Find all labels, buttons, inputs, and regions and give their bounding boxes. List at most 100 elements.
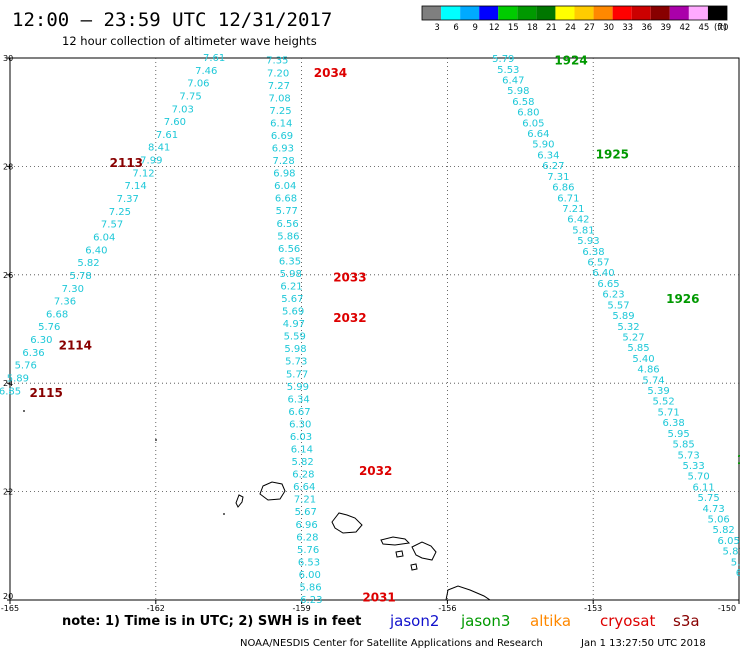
footer-note: note: 1) Time is in UTC; 2) SWH is in fe… [62,614,361,629]
wave-height-value: 5.93 [577,236,599,247]
wave-height-value: 5.06 [708,514,730,525]
lat-tick-label: 26 [3,271,13,280]
wave-height-value: 5.86 [299,582,321,593]
wave-height-value: 6.28 [296,532,318,543]
legend-tick-label: 21 [546,23,557,33]
wave-height-value: 7.21 [562,204,584,215]
lat-tick-label: 28 [3,162,13,171]
wave-height-value: 5.33 [682,461,704,472]
wave-height-value: 7.61 [203,53,225,64]
legend-swatch [574,6,594,20]
wave-height-color-legend: 3 6 9 12 15 18 21 24 27 30 33 36 39 42 45 70 [421,5,729,33]
page-title: 12:00 – 23:59 UTC 12/31/2017 [12,9,332,31]
lat-tick-label: 24 [3,379,13,388]
wave-height-value: 5.67 [281,294,303,305]
wave-height-value: 5.67 [295,507,317,518]
wave-height-value: 6.68 [275,194,297,205]
wave-height-value: 7.99 [140,156,162,167]
legend-swatch [669,6,689,20]
map-panel: -165 -162 -159 -156 -153 -150 30 28 26 24 22 20 7.6… [0,53,740,613]
legend-tick-label: 18 [527,23,538,33]
wave-height-value: 7.28 [272,156,294,167]
wave-height-value: 5.39 [647,386,669,397]
mission-legend-jason2: jason2 [389,612,439,630]
wave-height-value: 6.40 [592,268,614,279]
pass-time-label: 2034 [314,66,347,80]
legend-tick-label: 12 [489,23,500,33]
wave-height-value: 5.77 [276,206,298,217]
lon-tick-label: -162 [147,604,165,613]
wave-height-value: 6.57 [587,258,609,269]
wave-height-value: 6.80 [517,108,539,119]
island-niihau [235,494,244,508]
pass-time-label: 1925 [596,147,629,161]
wave-height-value: 5.75 [698,493,720,504]
mission-legend-cryosat: cryosat [600,612,655,630]
footer-timestamp: Jan 1 13:27:50 UTC 2018 [580,638,706,649]
wave-height-value: 7.14 [124,181,146,192]
wave-height-value: 5.74 [642,375,664,386]
pass-time-label: 192 [737,453,740,467]
wave-height-value: 7.03 [172,104,194,115]
wave-height-value: 6.34 [537,150,559,161]
wave-height-value: 6.47 [502,75,524,86]
wave-height-value: 6.67 [288,407,310,418]
legend-tick-label: 70 [718,23,729,33]
wave-height-value: 4.73 [703,504,725,515]
pass-time-label: 2033 [333,271,366,285]
wave-height-value: 7.60 [164,117,186,128]
wave-height-value: 5.77 [286,369,308,380]
wave-height-value: 5.3 [731,557,740,568]
wave-height-value: 5.89 [612,311,634,322]
wave-height-value: 6.4 [736,568,740,579]
wave-height-value: 6.64 [527,129,549,140]
wave-height-value: 7.57 [101,220,123,231]
page-subtitle: 12 hour collection of altimeter wave hei… [62,34,317,48]
wave-height-value: 5.57 [607,300,629,311]
wave-height-value: 5.40 [632,354,654,365]
wave-height-value: 6.65 [597,279,619,290]
legend-border [421,5,728,21]
wave-height-value: 5.98 [507,86,529,97]
wave-height-value: 6.58 [512,97,534,108]
islet-dot [223,513,225,515]
legend-tick-label: 24 [565,23,576,33]
wave-height-value: 5.85 [627,343,649,354]
legend-swatch [593,6,613,20]
footer-credit: NOAA/NESDIS Center for Satellite Applica… [240,638,543,649]
legend-swatch [688,6,708,20]
wave-height-value: 5.81 [572,225,594,236]
wave-height-value: 5.89 [7,374,29,385]
island-kahoolawe [410,563,418,571]
lon-tick-label: -165 [1,604,19,613]
island-oahu [331,512,363,534]
wave-height-value: 4.97 [283,319,305,330]
wave-height-value: 8.41 [148,143,170,154]
track-middle: 7.357.207.277.087.256.146.696.937.286.98… [266,56,396,606]
wave-height-value: 7.37 [117,194,139,205]
wave-height-value: 6.30 [289,419,311,430]
legend-swatch [536,6,556,20]
wave-height-value: 5.70 [687,472,709,483]
track-east: 5.795.536.475.986.586.806.056.645.906.34… [492,54,740,579]
pass-time-label: 2032 [359,464,392,478]
lon-tick-label: -150 [718,604,736,613]
wave-height-value: 5.52 [652,397,674,408]
pass-time-label: 2032 [333,311,366,325]
wave-height-value: 7.36 [54,297,76,308]
wave-height-value: 6.14 [270,118,292,129]
legend-swatch [631,6,651,20]
legend-tick-label: 39 [660,23,671,33]
island-hawaii [445,585,492,601]
wave-height-value: 6.96 [295,520,317,531]
wave-height-value: 6.05 [522,118,544,129]
legend-tick-label: 27 [584,23,595,33]
wave-height-value: 7.21 [294,495,316,506]
lon-tick-label: -159 [293,604,311,613]
wave-height-value: 7.61 [156,130,178,141]
island-maui [411,541,437,561]
wave-height-value: 6.14 [291,445,313,456]
wave-height-value: 6.85 [0,386,21,397]
lat-tick-label: 22 [3,488,13,497]
lat-tick-label: 30 [3,54,13,63]
